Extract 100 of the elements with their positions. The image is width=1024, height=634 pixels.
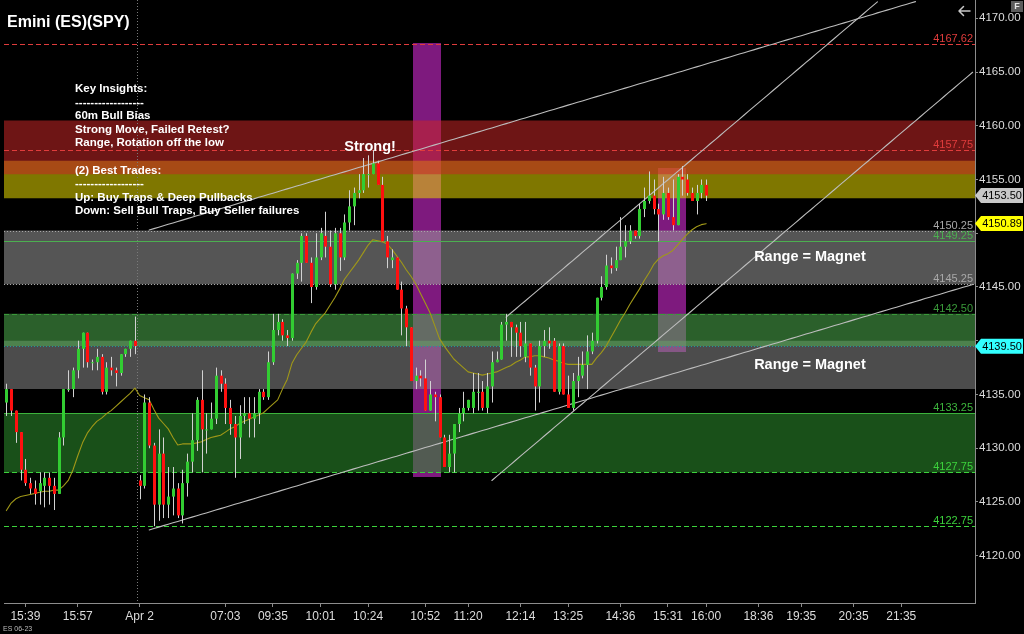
candlestick	[642, 187, 647, 218]
candlestick	[518, 321, 523, 358]
candlestick	[95, 348, 100, 371]
candlestick	[509, 321, 514, 358]
text: 4153.50	[982, 189, 1022, 202]
candlestick	[357, 173, 362, 199]
x-tick-label: 10:24	[353, 608, 384, 623]
candlestick	[656, 203, 661, 242]
candlestick	[695, 184, 700, 215]
band-label: Strong!	[344, 138, 396, 155]
text: Emini (ES)(SPY)	[7, 13, 130, 30]
y-tick-label: 4170.00	[979, 11, 1021, 24]
x-tick-label: 10:52	[410, 608, 441, 623]
candlestick	[219, 369, 224, 393]
candlestick	[376, 160, 381, 186]
candlestick	[366, 154, 371, 189]
candlestick	[514, 324, 519, 358]
text: 4150.89	[982, 217, 1022, 230]
ref-line-label: 4145.25	[933, 272, 973, 284]
candlestick	[252, 396, 257, 438]
x-tick-label: 16:00	[691, 608, 722, 623]
candlestick	[133, 316, 138, 355]
x-tick-label: 10:01	[305, 608, 336, 623]
y-tick-label: 4130.00	[979, 441, 1021, 454]
candlestick	[671, 179, 676, 232]
candlestick	[238, 404, 243, 460]
candlestick	[461, 391, 466, 422]
y-tick-label: 4125.00	[979, 495, 1021, 508]
candlestick	[447, 434, 452, 473]
candlestick	[480, 380, 485, 412]
x-tick-label: 19:35	[786, 608, 817, 623]
band-label: Range = Magnet	[754, 355, 866, 372]
candlestick	[209, 402, 214, 430]
candlestick	[580, 350, 585, 379]
candlestick	[680, 165, 685, 197]
text: 4139.50	[982, 339, 1022, 352]
candlestick	[399, 281, 404, 336]
candlestick	[585, 334, 590, 390]
x-tick-label: 07:03	[210, 608, 241, 623]
candlestick	[280, 318, 285, 342]
text: F	[1014, 1, 1021, 12]
candlestick	[247, 396, 252, 438]
candlestick	[590, 332, 595, 355]
ref-line-label: 4133.25	[933, 401, 973, 413]
y-tick-label: 4160.00	[979, 118, 1021, 131]
candlestick	[599, 275, 604, 301]
candlestick	[699, 179, 704, 199]
candlestick	[652, 179, 657, 215]
x-tick-label: 14:36	[605, 608, 636, 623]
candlestick	[323, 211, 328, 258]
candlestick	[457, 407, 462, 433]
candlestick	[9, 388, 14, 417]
candlestick	[628, 224, 633, 245]
candlestick	[614, 246, 619, 272]
candlestick	[66, 369, 71, 393]
candlestick	[233, 415, 238, 479]
candlestick	[138, 474, 143, 500]
y-tick-label: 4165.00	[979, 65, 1021, 78]
candlestick	[618, 216, 623, 261]
candlestick	[533, 364, 538, 412]
candlestick	[276, 313, 281, 336]
candlestick	[228, 399, 233, 436]
candlestick	[685, 173, 690, 197]
candlestick	[352, 187, 357, 226]
candlestick	[428, 380, 433, 412]
candlestick	[504, 313, 509, 342]
candlestick	[576, 356, 581, 398]
candlestick	[542, 329, 547, 358]
candlestick	[114, 367, 119, 387]
candlestick	[385, 235, 390, 269]
ref-line-label: 4150.25	[933, 219, 973, 231]
candlestick	[71, 367, 76, 398]
candlestick	[704, 179, 709, 202]
ref-line-label: 4127.75	[933, 460, 973, 472]
x-tick-label: 20:35	[838, 608, 869, 623]
candlestick	[566, 375, 571, 409]
candlestick	[623, 224, 628, 258]
ref-line-label: 4142.50	[933, 302, 973, 314]
candlestick	[661, 176, 666, 221]
candlestick	[76, 340, 81, 379]
candlestick	[23, 458, 28, 487]
candlestick	[14, 410, 19, 444]
y-tick-label: 4155.00	[979, 172, 1021, 185]
x-tick-label: 15:39	[10, 608, 41, 623]
y-tick-label: 4145.00	[979, 280, 1021, 293]
candlestick	[52, 477, 57, 511]
candlestick	[404, 305, 409, 347]
ref-line-label: 4122.75	[933, 514, 973, 526]
y-tick-label: 4120.00	[979, 548, 1021, 561]
x-tick-label: 12:14	[505, 608, 536, 623]
x-tick-label: 13:25	[553, 608, 584, 623]
candlestick	[476, 372, 481, 412]
x-tick-label: 11:20	[453, 608, 483, 623]
candlestick	[433, 391, 438, 422]
x-tick-label: 15:31	[652, 608, 684, 623]
y-tick-label: 4135.00	[979, 387, 1021, 400]
ref-line-label: 4167.62	[933, 32, 973, 44]
x-tick-label: 15:57	[62, 608, 94, 623]
candlestick	[647, 170, 652, 205]
band-label: Range = Magnet	[754, 248, 866, 265]
